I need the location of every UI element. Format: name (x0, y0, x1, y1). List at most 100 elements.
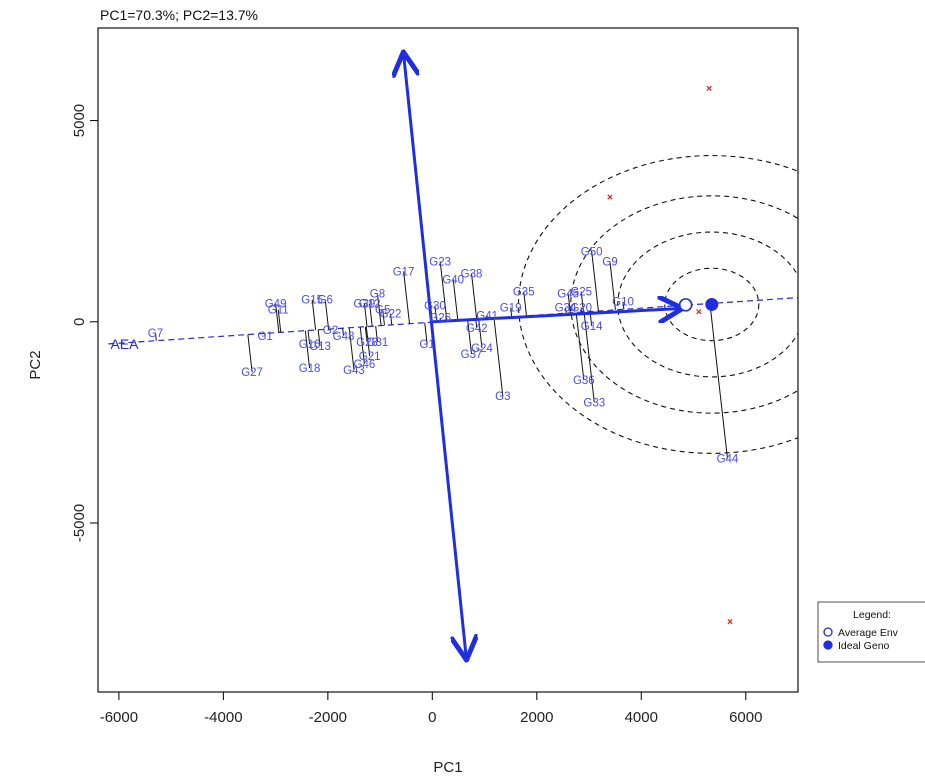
genotype-label: G26 (429, 313, 451, 325)
genotype-label: G16 (299, 339, 321, 351)
genotype-projection-line (304, 330, 311, 369)
genotype-label: G6 (318, 295, 333, 307)
genotype-projection-line (348, 327, 355, 371)
x-tick-label: 2000 (520, 709, 553, 726)
genotype-projection-line (609, 261, 616, 310)
environment-point (607, 194, 613, 200)
environment-point-marker (696, 309, 702, 315)
x-tick-label: 6000 (729, 709, 762, 726)
genotype-label: G1 (257, 331, 272, 343)
genotype-label: G17 (393, 266, 415, 278)
legend-average-env-label: Average Env (838, 627, 899, 639)
plot-area: G7G27G1G49G11G18G16G13G15G6G2G48G43G46G2… (108, 54, 798, 658)
genotype-projection-line (575, 312, 585, 381)
legend-ideal-geno-marker (823, 640, 833, 650)
ideal-distance-circle (617, 231, 798, 378)
genotype-label: G12 (359, 299, 381, 311)
genotype-label: G30 (424, 301, 446, 313)
genotype-label: G36 (573, 375, 595, 387)
genotype-label: G18 (299, 363, 321, 375)
genotype-label: G15 (301, 295, 323, 307)
genotype-label: G20 (570, 303, 592, 315)
average-environment-marker (678, 298, 693, 312)
genotype-label: G9 (602, 256, 617, 268)
genotype-projection-line (493, 317, 504, 397)
genotype-label: G40 (442, 275, 464, 287)
ideal-genotype-marker (705, 297, 719, 311)
genotype-label: G43 (343, 365, 365, 377)
genotype-projection-line (324, 299, 330, 330)
axes: -6000 -4000 -2000 0 2000 4000 6000 -5000 0 5000 (71, 104, 762, 726)
environment-point-marker (727, 618, 733, 625)
x-tick-label: -2000 (309, 709, 347, 726)
genotype-projection-line (709, 303, 728, 459)
genotype-projection-line (277, 309, 282, 333)
x-axis-title: PC1 (433, 759, 462, 776)
legend-box (817, 601, 925, 663)
environment-point-marker (607, 194, 613, 200)
genotype-projection-line (580, 307, 583, 313)
genotype-projection-line (580, 291, 585, 313)
genotype-projection-line (359, 326, 365, 365)
genotype-label: G10 (612, 297, 634, 309)
genotype-label: G8 (370, 289, 385, 301)
genotype-label: G27 (241, 367, 263, 379)
genotype-label: G11 (268, 305, 289, 317)
genotype-label: G21 (359, 351, 381, 363)
plot-frame (97, 27, 799, 693)
legend: Legend: Average Env Ideal Geno (817, 601, 925, 663)
genotype-projection-line (523, 291, 527, 316)
x-tick-label: -6000 (100, 709, 138, 726)
genotype-label: G22 (380, 309, 402, 321)
genotype-label: G7 (148, 328, 163, 340)
genotype-label: G33 (583, 397, 605, 409)
aea-axis-label: AEA (110, 336, 139, 352)
genotype-projection-line (567, 293, 571, 313)
genotype-projection-line (375, 325, 378, 342)
genotype-projection-line (363, 303, 368, 327)
genotype-projection-line (317, 329, 321, 346)
genotype-label: G1 (419, 339, 434, 351)
genotype-projection-line (275, 303, 280, 333)
x-tick-label: -4000 (204, 709, 242, 726)
genotype-label: G41 (476, 311, 498, 323)
genotype-label: G5 (375, 305, 390, 317)
y-axis-title: PC2 (27, 350, 44, 379)
genotype-label: G49 (265, 299, 287, 311)
plot-title: PC1=70.3%; PC2=13.7% (100, 7, 258, 23)
genotype-projection-line (510, 307, 513, 317)
genotype-label: G45 (557, 289, 579, 301)
x-tick-label: 4000 (625, 709, 658, 726)
y-tick-label: -5000 (71, 504, 88, 542)
average-environment-arrow (432, 308, 680, 324)
environment-point (706, 85, 712, 91)
genotype-projection-line (376, 293, 382, 326)
genotype-projection-line (364, 326, 368, 342)
legend-average-env-marker (823, 627, 833, 637)
genotype-label: G42 (466, 323, 488, 335)
ideal-distance-circle (664, 267, 760, 342)
genotype-label: G28 (356, 337, 378, 349)
genotype-projection-line (342, 328, 345, 336)
average-tester-coordinate-axis (404, 54, 467, 658)
genotype-projection-line (591, 251, 599, 312)
genotype-projection-line (382, 309, 385, 326)
environment-point (727, 618, 733, 625)
y-tick-label: 0 (71, 318, 88, 326)
genotype-label: G50 (581, 246, 603, 258)
genotype-label: G2 (323, 325, 338, 337)
genotype-label: G48 (333, 331, 355, 343)
genotype-projection-line (622, 301, 625, 310)
genotype-label: G34 (555, 303, 577, 315)
genotype-label: G13 (309, 341, 331, 353)
genotype-label: G39 (354, 299, 376, 311)
environment-point-marker (706, 85, 712, 91)
x-tick-label: 0 (428, 709, 436, 726)
genotype-label: G38 (461, 268, 483, 280)
genotype-label: G46 (354, 359, 376, 371)
genotype-projection-line (565, 307, 567, 314)
legend-title: Legend: (853, 609, 891, 621)
genotype-label: G23 (429, 256, 451, 268)
genotype-label: G44 (717, 454, 739, 466)
